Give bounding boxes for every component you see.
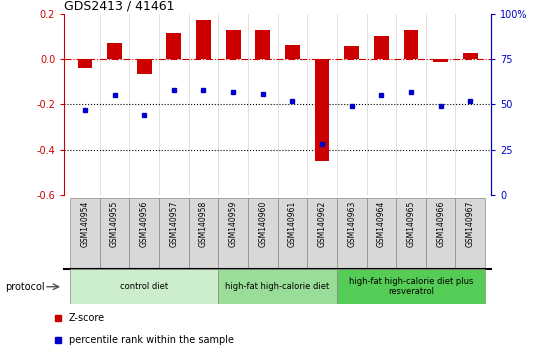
Bar [196,20,211,59]
Bar [248,198,278,269]
Bar [256,30,270,59]
Bar [278,198,307,269]
Bar [129,198,159,269]
Bar [78,59,92,68]
Text: GSM140958: GSM140958 [199,200,208,247]
Bar [374,36,389,59]
Text: GSM140955: GSM140955 [110,200,119,247]
Text: control diet: control diet [120,282,169,291]
Bar [218,269,337,304]
Bar [137,59,152,74]
Text: GDS2413 / 41461: GDS2413 / 41461 [64,0,175,13]
Bar [367,198,396,269]
Bar [70,269,218,304]
Text: GSM140964: GSM140964 [377,200,386,247]
Bar [315,59,329,161]
Text: GSM140966: GSM140966 [436,200,445,247]
Bar [226,30,240,59]
Text: GSM140956: GSM140956 [140,200,149,247]
Bar [337,198,367,269]
Bar [337,269,485,304]
Text: GSM140962: GSM140962 [318,200,326,247]
Text: GSM140954: GSM140954 [80,200,89,247]
Text: GSM140960: GSM140960 [258,200,267,247]
Text: high-fat high-calorie diet: high-fat high-calorie diet [225,282,330,291]
Bar [403,30,418,59]
Bar [100,198,129,269]
Text: GSM140967: GSM140967 [466,200,475,247]
Bar [166,33,181,59]
Bar [285,45,300,59]
Text: GSM140957: GSM140957 [169,200,179,247]
Bar [307,198,337,269]
Bar [396,198,426,269]
Bar [344,46,359,59]
Bar [70,198,100,269]
Text: high-fat high-calorie diet plus
resveratrol: high-fat high-calorie diet plus resverat… [349,277,473,296]
Bar [159,198,189,269]
Text: GSM140961: GSM140961 [288,200,297,247]
Bar [189,198,218,269]
Bar [433,59,448,62]
Bar [218,198,248,269]
Text: GSM140963: GSM140963 [347,200,356,247]
Text: GSM140959: GSM140959 [229,200,238,247]
Text: GSM140965: GSM140965 [406,200,416,247]
Text: Z-score: Z-score [69,313,105,323]
Bar [426,198,455,269]
Bar [463,52,478,59]
Text: protocol: protocol [6,282,45,292]
Bar [455,198,485,269]
Text: percentile rank within the sample: percentile rank within the sample [69,335,234,345]
Bar [107,44,122,59]
